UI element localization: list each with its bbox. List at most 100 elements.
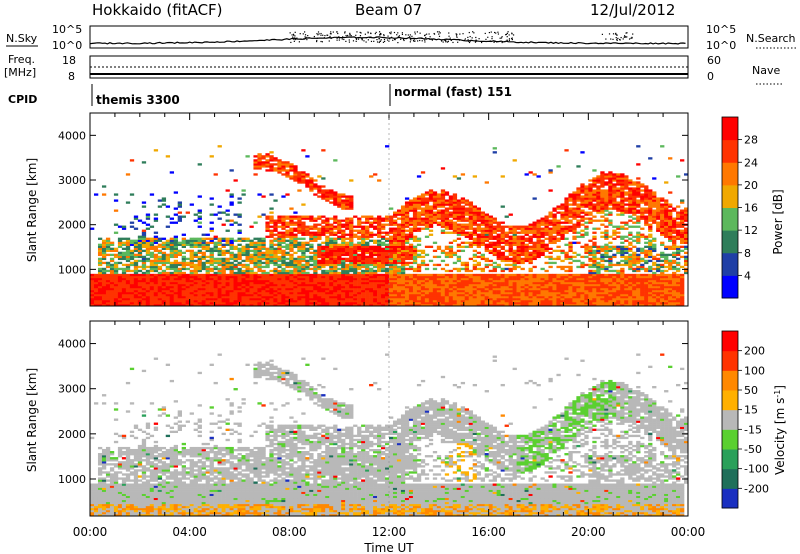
- power-cell: [392, 223, 398, 226]
- power-cell: [420, 285, 426, 289]
- power-cell: [488, 251, 493, 255]
- power-cell: [129, 297, 135, 301]
- power-cell: [317, 289, 322, 293]
- power-cell: [420, 289, 426, 293]
- power-cell: [257, 255, 262, 259]
- power-cell: [145, 299, 151, 303]
- power-cell: [536, 247, 541, 251]
- power-cell: [416, 201, 422, 204]
- power-cell: [385, 293, 390, 297]
- power-cell: [369, 253, 374, 257]
- power-cell: [500, 297, 505, 301]
- power-cell: [329, 279, 334, 283]
- power-cell: [321, 177, 326, 180]
- power-cell: [217, 253, 222, 257]
- nsearch-dot: [475, 36, 477, 39]
- power-cell: [496, 245, 501, 248]
- power-cell: [281, 287, 286, 291]
- power-cell: [209, 197, 214, 200]
- power-cell: [161, 289, 167, 293]
- power-cell: [265, 299, 270, 303]
- power-cell: [317, 263, 322, 267]
- power-cell: [576, 193, 581, 196]
- nsearch-dot: [512, 34, 515, 36]
- power-cell: [325, 255, 330, 259]
- power-cell: [253, 303, 258, 306]
- power-cell: [512, 289, 517, 293]
- power-cell: [281, 253, 286, 257]
- power-cell: [365, 275, 370, 279]
- power-cell: [416, 303, 422, 306]
- power-cell: [472, 285, 478, 289]
- power-cell: [90, 293, 95, 297]
- power-cell: [396, 299, 402, 303]
- power-cell: [377, 275, 382, 279]
- power-cell: [480, 233, 485, 236]
- power-cell: [568, 281, 573, 285]
- power-cell: [416, 227, 422, 230]
- power-cell: [217, 299, 222, 303]
- power-cell: [293, 251, 298, 255]
- power-cell: [456, 227, 462, 230]
- power-cell: [452, 205, 458, 208]
- power-cell: [369, 247, 374, 251]
- power-cell: [153, 231, 159, 234]
- power-cell: [201, 299, 206, 303]
- nsearch-dot: [294, 38, 296, 41]
- power-cell: [297, 267, 302, 271]
- power-cell: [528, 171, 533, 174]
- nsearch-dot: [292, 36, 294, 38]
- power-cell: [432, 273, 438, 277]
- power-cell: [424, 281, 430, 285]
- power-cell: [516, 295, 521, 299]
- power-cell: [317, 281, 322, 285]
- power-cell: [109, 247, 115, 251]
- power-cell: [576, 225, 581, 228]
- power-cell: [516, 235, 521, 238]
- power-cell: [149, 243, 155, 246]
- power-cell: [225, 257, 230, 261]
- power-cell: [572, 259, 577, 263]
- power-cell: [492, 281, 497, 285]
- power-cell: [572, 227, 577, 230]
- power-cell: [257, 261, 262, 265]
- power-cell: [544, 295, 549, 299]
- power-cell: [293, 173, 298, 176]
- nsearch-dot: [444, 39, 446, 41]
- power-cell: [289, 227, 294, 230]
- power-cell: [520, 251, 525, 255]
- power-cell: [400, 259, 406, 263]
- power-cell: [321, 193, 326, 196]
- power-cell: [253, 161, 258, 164]
- power-cell: [117, 295, 123, 299]
- power-cell: [476, 279, 481, 283]
- power-cell: [464, 209, 470, 212]
- power-cell: [101, 185, 107, 188]
- power-cell: [289, 279, 294, 283]
- power-cell: [277, 215, 282, 218]
- power-cell: [361, 301, 366, 305]
- power-cell: [105, 253, 111, 257]
- power-cell: [448, 279, 454, 283]
- power-cell: [257, 237, 262, 240]
- power-cell: [377, 303, 382, 306]
- power-cell: [540, 281, 545, 285]
- power-cell: [369, 223, 374, 226]
- power-cell: [428, 301, 434, 305]
- power-cell: [321, 249, 326, 253]
- power-cell: [225, 295, 230, 299]
- power-cell: [480, 221, 485, 224]
- power-cell: [468, 231, 474, 234]
- power-cell: [305, 297, 310, 301]
- power-cell: [121, 247, 127, 251]
- power-cell: [173, 277, 179, 281]
- power-cell: [157, 243, 163, 246]
- power-cell: [488, 245, 493, 248]
- power-cell: [289, 295, 294, 299]
- power-cell: [109, 279, 115, 283]
- power-cell: [305, 183, 310, 186]
- power-cell: [472, 249, 478, 253]
- power-cell: [189, 255, 194, 259]
- power-cell: [293, 215, 298, 218]
- power-cell: [189, 273, 194, 277]
